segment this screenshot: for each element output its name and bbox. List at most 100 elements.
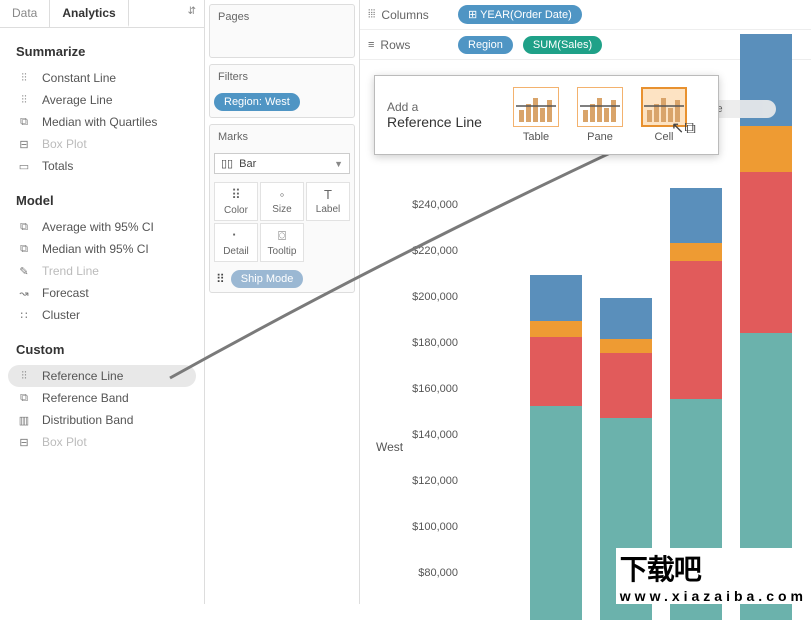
bar-icon: ▯▯ bbox=[221, 157, 233, 170]
drop-label: Table bbox=[509, 131, 563, 143]
drop-label: Pane bbox=[573, 131, 627, 143]
item-label: Forecast bbox=[42, 286, 89, 300]
drop-label: Cell bbox=[637, 131, 691, 143]
analytics-item-totals[interactable]: ▭Totals bbox=[0, 155, 204, 177]
drop-icon bbox=[641, 87, 687, 127]
columns-label: Columns bbox=[381, 8, 428, 22]
drop-target-cell[interactable]: Cell bbox=[637, 87, 691, 143]
item-icon: ⧉ bbox=[16, 392, 32, 405]
tab-analytics[interactable]: Analytics bbox=[50, 0, 128, 27]
rows-pill-region[interactable]: Region bbox=[458, 36, 513, 54]
pages-shelf[interactable]: Pages bbox=[209, 4, 355, 58]
marks-card: Marks ▯▯ Bar ▼ ⠿ Color ◦ Size T Label ⠂Detail⌼… bbox=[209, 124, 355, 293]
y-tick: $180,000 bbox=[398, 337, 458, 349]
columns-icon: ⦙⦙⦙ bbox=[368, 8, 375, 21]
tab-data[interactable]: Data bbox=[0, 0, 50, 27]
item-label: Reference Band bbox=[42, 391, 129, 405]
section-custom: Custom bbox=[0, 336, 204, 363]
y-tick: $120,000 bbox=[398, 475, 458, 487]
bar-segment bbox=[670, 188, 722, 243]
bar-segment bbox=[600, 339, 652, 353]
bar-segment bbox=[670, 261, 722, 399]
item-label: Reference Line bbox=[42, 369, 123, 383]
tab-options[interactable]: ⇵ bbox=[180, 0, 204, 27]
columns-shelf[interactable]: ⦙⦙⦙ Columns ⊞ YEAR(Order Date) bbox=[360, 0, 811, 30]
bar-segment bbox=[530, 406, 582, 620]
bar-segment bbox=[530, 321, 582, 337]
bar-segment bbox=[740, 172, 792, 333]
color-dots-icon: ⠿ bbox=[216, 272, 225, 286]
bar-3[interactable] bbox=[740, 34, 792, 620]
mark-label: Color bbox=[224, 205, 248, 216]
item-label: Median with 95% CI bbox=[42, 242, 149, 256]
item-icon: ⫶⫶ bbox=[16, 72, 32, 85]
bar-0[interactable] bbox=[530, 275, 582, 620]
mark-color[interactable]: ⠿ Color bbox=[214, 182, 258, 221]
analytics-item-cluster[interactable]: ∷ Cluster bbox=[0, 304, 204, 326]
bar-segment bbox=[530, 337, 582, 406]
drop-target-table[interactable]: Table bbox=[509, 87, 563, 143]
mark-type-select[interactable]: ▯▯ Bar ▼ bbox=[214, 153, 350, 174]
bar-segment bbox=[600, 353, 652, 417]
item-label: Box Plot bbox=[42, 435, 87, 449]
mark-label: Label bbox=[316, 204, 340, 215]
item-label: Average with 95% CI bbox=[42, 220, 154, 234]
item-icon: ⊟ bbox=[16, 138, 32, 151]
filters-shelf[interactable]: Filters Region: West bbox=[209, 64, 355, 118]
watermark: 下载吧 www.xiazaiba.com bbox=[616, 548, 811, 604]
analytics-item-constant-line[interactable]: ⫶⫶ Constant Line bbox=[0, 67, 204, 89]
analytics-sidebar: Data Analytics ⇵ Summarize ⫶⫶ Constant Lin… bbox=[0, 0, 205, 604]
item-icon: ▭ bbox=[16, 160, 32, 173]
rows-pill-sales[interactable]: SUM(Sales) bbox=[523, 36, 602, 54]
ship-mode-pill[interactable]: Ship Mode bbox=[231, 270, 304, 288]
detail-icon: ⠂ bbox=[215, 228, 257, 244]
marks-label: Marks bbox=[210, 125, 354, 149]
y-tick: $200,000 bbox=[398, 291, 458, 303]
mark-label[interactable]: T Label bbox=[306, 182, 350, 221]
item-icon: ⫶⫶ bbox=[16, 94, 32, 107]
section-summarize: Summarize bbox=[0, 38, 204, 65]
analytics-item-average-with-95-ci[interactable]: ⧉ Average with 95% CI bbox=[0, 216, 204, 238]
analytics-item-median-with-95-ci[interactable]: ⧉ Median with 95% CI bbox=[0, 238, 204, 260]
item-icon: ∷ bbox=[16, 309, 32, 322]
mark-label: Tooltip bbox=[268, 246, 297, 257]
tooltip-icon: ⌼ bbox=[261, 228, 303, 244]
mark-type-value: Bar bbox=[239, 158, 256, 170]
item-icon: ⧉ bbox=[16, 221, 32, 234]
y-tick: $160,000 bbox=[398, 383, 458, 395]
item-icon: ⊟ bbox=[16, 436, 32, 449]
color-icon: ⠿ bbox=[215, 187, 257, 203]
mark-size[interactable]: ◦ Size bbox=[260, 182, 304, 221]
analytics-item-distribution-band[interactable]: ▥Distribution Band bbox=[0, 409, 204, 431]
columns-pill-year[interactable]: ⊞ YEAR(Order Date) bbox=[458, 5, 582, 24]
y-tick: $80,000 bbox=[398, 567, 458, 579]
chevron-down-icon: ▼ bbox=[334, 159, 343, 169]
label-icon: T bbox=[307, 187, 349, 202]
item-label: Cluster bbox=[42, 308, 80, 322]
mark-detail[interactable]: ⠂Detail bbox=[214, 223, 258, 262]
analytics-item-forecast[interactable]: ↝Forecast bbox=[0, 282, 204, 304]
y-tick: $240,000 bbox=[398, 199, 458, 211]
filter-pill-region[interactable]: Region: West bbox=[214, 93, 300, 111]
mark-tooltip[interactable]: ⌼ Tooltip bbox=[260, 223, 304, 262]
reference-line-drop-popup: Add a Reference Line TablePaneCell ↖⧉ bbox=[374, 75, 719, 155]
analytics-item-reference-line[interactable]: ⫶⫶ Reference Line bbox=[8, 365, 196, 387]
analytics-item-reference-band[interactable]: ⧉ Reference Band bbox=[0, 387, 204, 409]
item-icon: ▥ bbox=[16, 414, 32, 427]
item-label: Box Plot bbox=[42, 137, 87, 151]
analytics-item-trend-line: ✎Trend Line bbox=[0, 260, 204, 282]
mark-label: Size bbox=[272, 204, 291, 215]
rows-icon: ≡ bbox=[368, 39, 374, 51]
item-icon: ⧉ bbox=[16, 116, 32, 129]
drop-icon bbox=[513, 87, 559, 127]
item-label: Constant Line bbox=[42, 71, 116, 85]
analytics-item-box-plot: ⊟ Box Plot bbox=[0, 133, 204, 155]
analytics-item-median-with-quartiles[interactable]: ⧉Median with Quartiles bbox=[0, 111, 204, 133]
item-icon: ⫶⫶ bbox=[16, 370, 32, 383]
item-icon: ⧉ bbox=[16, 243, 32, 256]
shelves-column: Pages Filters Region: West Marks ▯▯ Bar … bbox=[205, 0, 360, 604]
analytics-item-average-line[interactable]: ⫶⫶ Average Line bbox=[0, 89, 204, 111]
drop-target-pane[interactable]: Pane bbox=[573, 87, 627, 143]
size-icon: ◦ bbox=[261, 187, 303, 202]
item-label: Average Line bbox=[42, 93, 113, 107]
